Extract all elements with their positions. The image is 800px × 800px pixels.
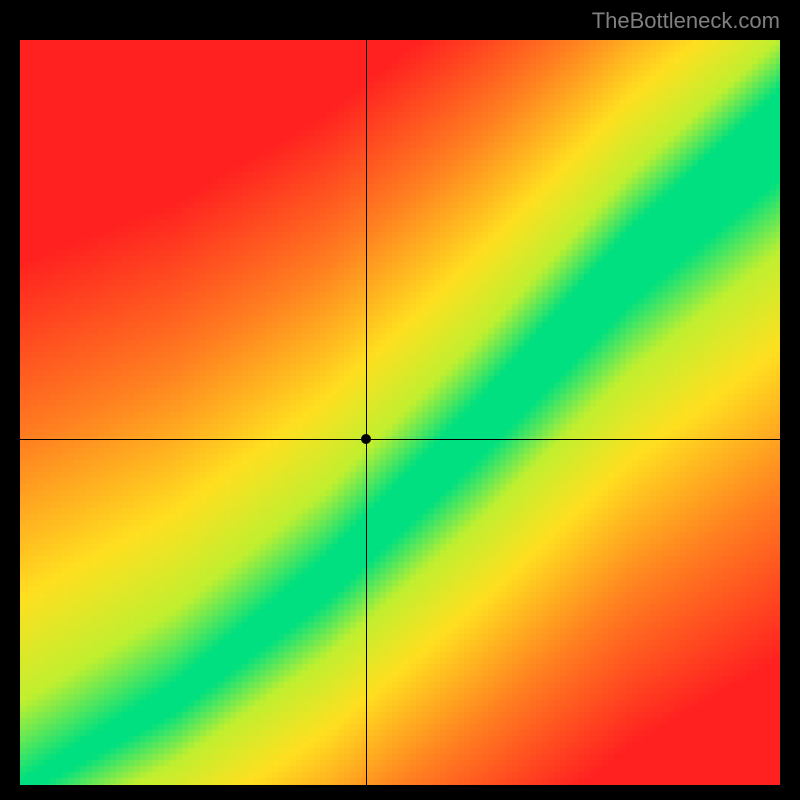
- crosshair-horizontal: [20, 439, 780, 440]
- heatmap-canvas: [20, 40, 780, 785]
- crosshair-vertical: [366, 40, 367, 785]
- watermark-text: TheBottleneck.com: [592, 8, 780, 34]
- marker-dot: [361, 434, 371, 444]
- bottleneck-heatmap: [20, 40, 780, 785]
